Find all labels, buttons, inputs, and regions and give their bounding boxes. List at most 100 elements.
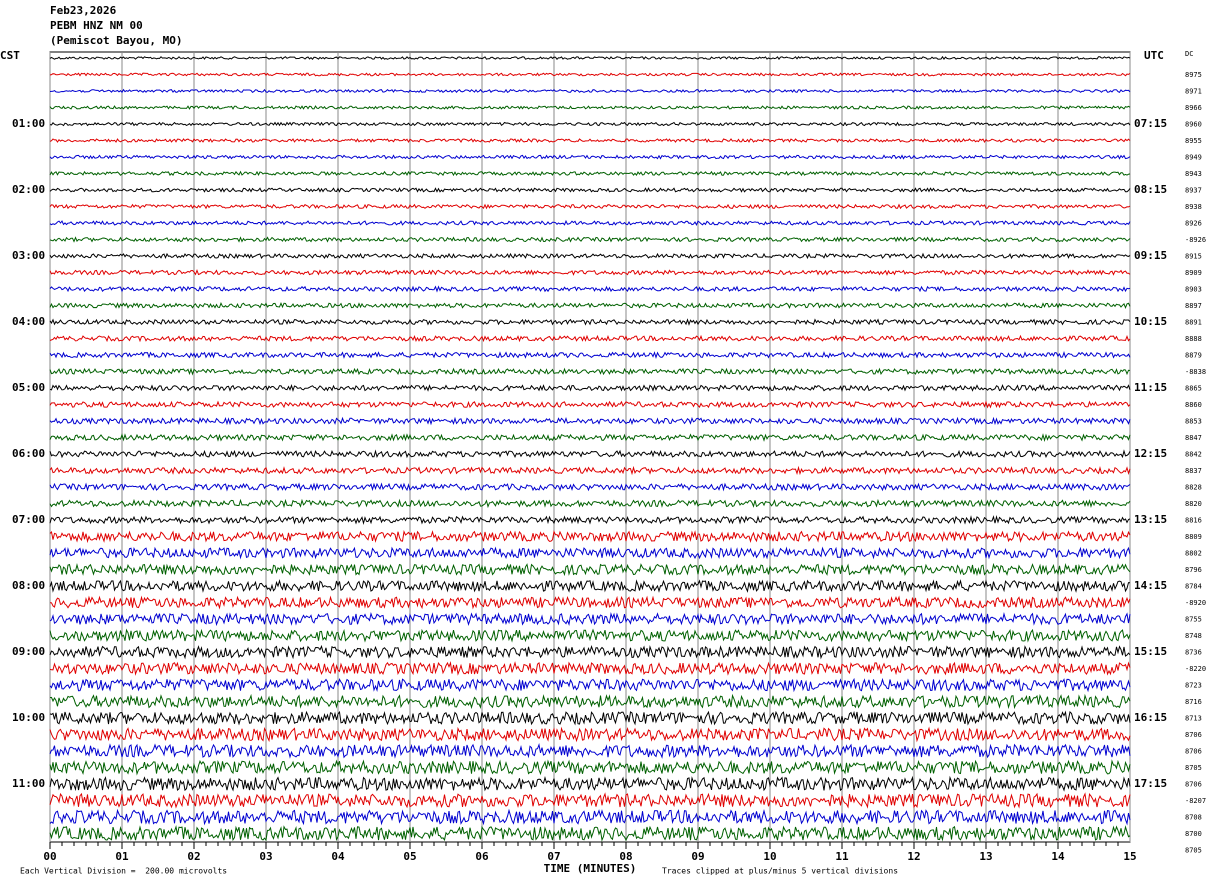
dc-value: 8966	[1185, 104, 1202, 112]
dc-value: 8837	[1185, 467, 1202, 475]
left-time-label: 03:00	[12, 249, 45, 262]
trace	[49, 546, 1131, 560]
right-time-label: 10:15	[1134, 315, 1167, 328]
dc-title: DC	[1185, 50, 1193, 58]
right-time-label: 16:15	[1134, 711, 1167, 724]
left-time-label: 09:00	[12, 645, 45, 658]
dc-value: 8847	[1185, 434, 1202, 442]
dc-value: 8816	[1185, 517, 1202, 525]
right-time-label: 14:15	[1134, 579, 1167, 592]
x-tick-label: 06	[475, 850, 489, 863]
dc-value: 8937	[1185, 187, 1202, 195]
trace	[49, 334, 1131, 343]
trace	[49, 824, 1131, 842]
trace	[49, 808, 1131, 826]
dc-value: -8207	[1185, 797, 1206, 805]
x-tick-label: 03	[259, 850, 272, 863]
dc-value: 8860	[1185, 401, 1202, 409]
trace	[49, 187, 1131, 193]
dc-value: 8853	[1185, 418, 1202, 426]
trace	[49, 252, 1131, 260]
dc-value: 8915	[1185, 253, 1202, 261]
location: (Pemiscot Bayou, MO)	[50, 34, 182, 47]
trace	[49, 121, 1131, 127]
trace	[49, 285, 1131, 293]
dc-value: 8903	[1185, 286, 1202, 294]
trace	[49, 611, 1131, 627]
right-time-label: 09:15	[1134, 249, 1167, 262]
dc-value: 8706	[1185, 781, 1202, 789]
trace	[49, 759, 1131, 776]
dc-value: 8784	[1185, 583, 1202, 591]
dc-value: 8809	[1185, 533, 1202, 541]
right-time-label: 12:15	[1134, 447, 1167, 460]
trace	[49, 693, 1131, 710]
trace	[49, 105, 1131, 110]
dc-value: 8926	[1185, 220, 1202, 228]
dc-value: 8842	[1185, 451, 1202, 459]
x-tick-label: 10	[763, 850, 776, 863]
x-tick-label: 01	[115, 850, 129, 863]
dc-value: 8700	[1185, 830, 1202, 838]
trace	[49, 498, 1131, 509]
x-tick-label: 09	[691, 850, 704, 863]
left-time-label: 06:00	[12, 447, 45, 460]
right-time-label: 07:15	[1134, 117, 1167, 130]
dc-value: -8838	[1185, 368, 1206, 376]
dc-value: 8971	[1185, 88, 1202, 96]
x-tick-label: 04	[331, 850, 345, 863]
dc-value: 8960	[1185, 121, 1202, 129]
x-tick-label: 11	[835, 850, 849, 863]
dc-value: 8943	[1185, 170, 1202, 178]
x-tick-label: 15	[1123, 850, 1136, 863]
right-time-label: 17:15	[1134, 777, 1167, 790]
trace	[49, 433, 1131, 442]
trace	[49, 644, 1131, 660]
dc-value: 8705	[1185, 847, 1202, 855]
dc-value: 8748	[1185, 632, 1202, 640]
trace	[49, 595, 1131, 610]
x-tick-label: 02	[187, 850, 200, 863]
trace	[49, 72, 1131, 77]
trace	[49, 138, 1131, 144]
trace	[49, 514, 1131, 526]
trace	[49, 351, 1131, 360]
dc-value: 8975	[1185, 71, 1202, 79]
dc-value: -8220	[1185, 665, 1206, 673]
dc-value: 8796	[1185, 566, 1202, 574]
dc-value: 8949	[1185, 154, 1202, 162]
dc-value: 8891	[1185, 319, 1202, 327]
trace	[49, 465, 1131, 476]
dc-value: 8820	[1185, 500, 1202, 508]
trace	[49, 449, 1131, 459]
dc-value: 8879	[1185, 352, 1202, 360]
dc-value: 8723	[1185, 682, 1202, 690]
dc-value: 8706	[1185, 748, 1202, 756]
trace	[49, 792, 1131, 809]
dc-value: 8705	[1185, 764, 1202, 772]
dc-value: 8909	[1185, 269, 1202, 277]
dc-value: 8828	[1185, 484, 1202, 492]
trace	[49, 170, 1131, 177]
dc-value: -8926	[1185, 236, 1206, 244]
dc-value: 8802	[1185, 550, 1202, 558]
trace	[49, 482, 1131, 492]
trace	[49, 301, 1131, 310]
trace	[49, 726, 1131, 743]
trace	[49, 384, 1131, 393]
right-time-label: 08:15	[1134, 183, 1167, 196]
trace	[49, 775, 1131, 792]
left-time-label: 04:00	[12, 315, 45, 328]
right-axis-title: UTC	[1144, 49, 1164, 62]
right-time-label: 15:15	[1134, 645, 1167, 658]
dc-value: -8920	[1185, 599, 1206, 607]
x-tick-label: 07	[547, 850, 560, 863]
dc-value: 8716	[1185, 698, 1202, 706]
trace	[49, 628, 1131, 643]
x-axis-title: TIME (MINUTES)	[544, 862, 637, 875]
right-time-label: 13:15	[1134, 513, 1167, 526]
dc-value: 8938	[1185, 203, 1202, 211]
x-tick-label: 12	[907, 850, 920, 863]
x-tick-label: 14	[1051, 850, 1065, 863]
trace	[49, 562, 1131, 577]
